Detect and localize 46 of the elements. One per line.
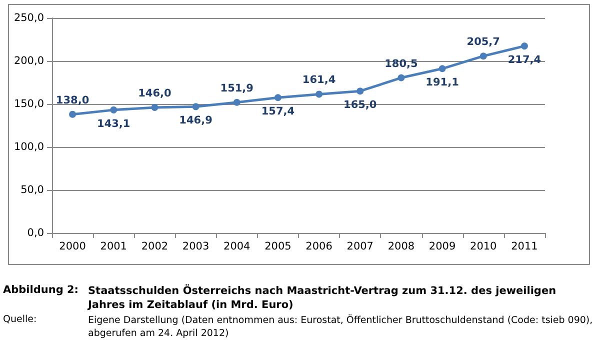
x-tick-label: 2007 — [346, 240, 374, 252]
data-label: 143,1 — [97, 118, 130, 130]
data-label: 217,4 — [508, 54, 542, 66]
text: Staatsschulden Österreichs nach Maastricht-Vertrag zum 31.12. des jeweiligen Jahres im Zeitablauf (in Mrd. Euro) — [88, 284, 558, 312]
point — [398, 74, 405, 82]
x-tick-label: 2008 — [388, 240, 415, 252]
y-tick-label: 250,0 — [14, 12, 44, 24]
x-tick-label: 2011 — [511, 240, 538, 252]
y-tick-label: 150,0 — [14, 98, 44, 110]
point — [151, 104, 158, 111]
y-tick-label: 200,0 — [14, 55, 44, 67]
x-tick-label: 2009 — [428, 240, 456, 252]
data-label: 165,0 — [344, 99, 377, 112]
text: Abbildung 2: — [3, 284, 78, 296]
point — [274, 94, 282, 102]
data-label: 146,9 — [179, 114, 212, 127]
point — [110, 106, 118, 114]
point — [356, 88, 364, 95]
y-tick-label: 0,0 — [27, 227, 44, 239]
x-tick-label: 2003 — [182, 240, 210, 252]
point — [438, 65, 446, 72]
point — [316, 90, 323, 98]
x-tick-label: 2001 — [100, 240, 127, 252]
data-label: 146,0 — [138, 87, 172, 100]
x-tick-label: 2010 — [470, 240, 497, 252]
point — [233, 98, 240, 106]
data-label: 191,1 — [426, 76, 459, 89]
x-tick-label: 2004 — [224, 240, 251, 252]
point — [480, 52, 487, 60]
x-tick-label: 2000 — [59, 240, 86, 252]
point — [192, 103, 200, 110]
y-tick-label: 100,0 — [14, 141, 44, 153]
x-tick-label: 2006 — [306, 240, 333, 252]
point — [69, 110, 76, 118]
data-label: 157,4 — [261, 106, 295, 118]
data-label: 138,0 — [56, 94, 90, 106]
x-tick-label: 2005 — [264, 240, 292, 252]
y-tick-label: 50,0 — [20, 184, 44, 196]
text: Eigene Darstellung (Daten entnommen aus: Eurostat, Öffentlicher Bruttoschuldenstand (Code: tsieb 090), abgerufen am 24. April 2012) — [88, 314, 594, 340]
data-label: 151,9 — [220, 82, 254, 94]
data-label: 205,7 — [466, 36, 500, 48]
data-label: 161,4 — [302, 74, 336, 86]
x-tick-label: 2002 — [141, 240, 168, 252]
source-note: Quelle: — [3, 314, 37, 325]
point — [520, 42, 528, 50]
data-label: 180,5 — [384, 58, 418, 70]
